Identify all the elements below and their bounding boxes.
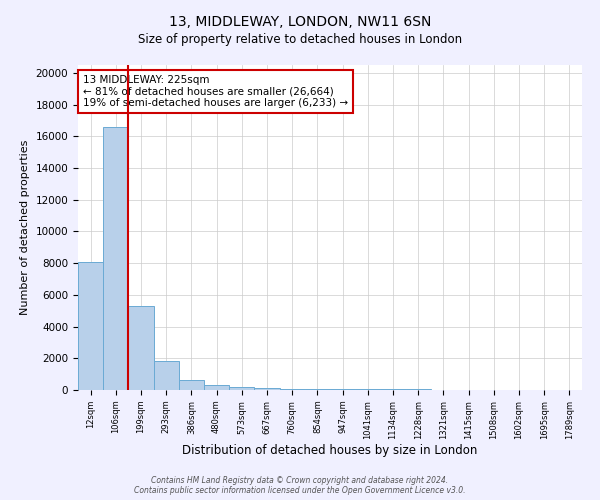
Bar	[78, 262, 103, 390]
Bar	[128, 306, 154, 390]
Text: 13, MIDDLEWAY, LONDON, NW11 6SN: 13, MIDDLEWAY, LONDON, NW11 6SN	[169, 15, 431, 29]
Text: 13 MIDDLEWAY: 225sqm
← 81% of detached houses are smaller (26,664)
19% of semi-d: 13 MIDDLEWAY: 225sqm ← 81% of detached h…	[83, 74, 348, 108]
X-axis label: Distribution of detached houses by size in London: Distribution of detached houses by size …	[182, 444, 478, 458]
Bar	[103, 127, 128, 390]
Bar	[280, 388, 305, 390]
Bar	[154, 362, 179, 390]
Bar	[330, 389, 355, 390]
Y-axis label: Number of detached properties: Number of detached properties	[20, 140, 30, 315]
Bar	[179, 380, 204, 390]
Bar	[204, 385, 229, 390]
Text: Size of property relative to detached houses in London: Size of property relative to detached ho…	[138, 32, 462, 46]
Text: Contains HM Land Registry data © Crown copyright and database right 2024.
Contai: Contains HM Land Registry data © Crown c…	[134, 476, 466, 495]
Bar	[229, 387, 254, 390]
Bar	[305, 389, 330, 390]
Bar	[254, 388, 280, 390]
